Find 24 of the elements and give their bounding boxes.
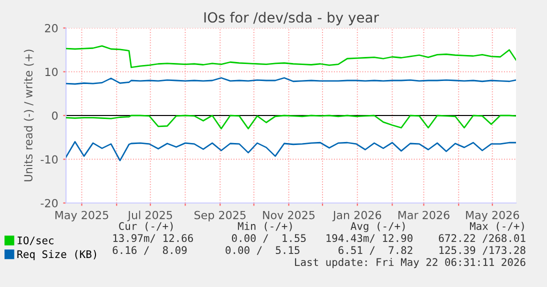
legend-label: Req Size (KB)	[17, 250, 96, 260]
x-tick-label: Mar 2026	[398, 210, 450, 220]
x-tick-label: Sep 2025	[194, 210, 246, 222]
y-tick-label: -10	[40, 155, 58, 164]
text: Cur (-/+) Min (-/+) Avg (-/+) Max (-/+)	[119, 222, 524, 232]
line-series	[66, 141, 516, 162]
chart-title: IOs for /dev/sda - by year	[204, 12, 379, 26]
x-tick-label: Nov 2025	[263, 210, 315, 220]
y-tick-label: -20	[40, 198, 58, 208]
line-series	[66, 45, 516, 68]
y-tick-label: 0	[52, 111, 58, 120]
legend-label: IO/sec	[18, 236, 54, 246]
y-tick-label: 20	[45, 24, 58, 32]
y-axis-title: Units read (-) / write (+)	[24, 50, 34, 182]
x-tick-label: May 2025	[55, 210, 108, 222]
text: Last update: Fri May 22 06:31:11 2026	[295, 258, 526, 268]
text: 13.97m/ 12.66 0.00 / 1.55 194.43m/ 12.90 672.22 /268.01	[113, 234, 526, 243]
line-series	[66, 77, 516, 85]
y-tick-label: 10	[45, 68, 58, 76]
x-tick-label: Jan 2026	[332, 210, 382, 222]
x-tick-label: Jul 2025	[127, 210, 172, 222]
line-series	[66, 114, 516, 130]
text: 6.16 / 8.09 0.00 / 5.15 6.51 / 7.82 125.39 /173.28	[112, 246, 526, 255]
x-tick-label: May 2026	[466, 210, 520, 222]
